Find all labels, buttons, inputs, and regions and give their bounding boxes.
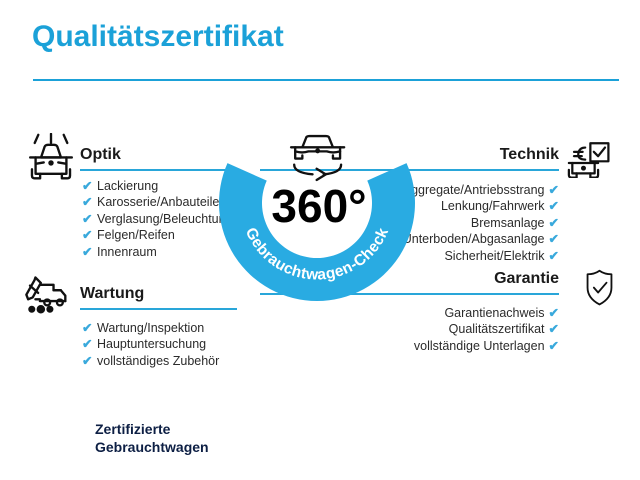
svg-text:360°: 360° xyxy=(271,180,366,232)
